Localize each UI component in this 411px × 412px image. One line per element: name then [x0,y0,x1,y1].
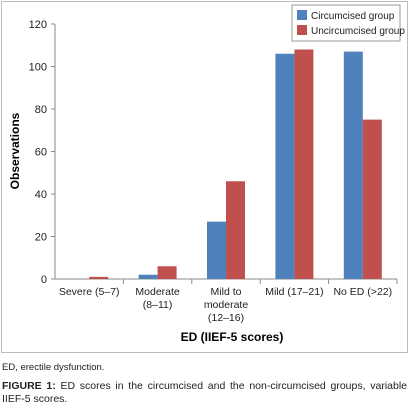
figure-caption: FIGURE 1: ED scores in the circumcised a… [2,380,407,406]
y-tick-label: 80 [35,104,47,116]
x-category-label: Severe (5–7) [59,286,120,298]
caption-text: ED scores in the circumcised and the non… [2,380,408,405]
y-tick-label: 120 [29,19,47,31]
legend-label: Circumcised group [311,11,395,22]
y-tick-label: 40 [35,189,47,201]
bar-circumcised [275,53,295,279]
bar-uncircumcised [226,181,245,279]
y-tick-label: 60 [35,147,47,159]
y-ticks: 0 20 40 60 80 100 120 [29,19,55,286]
bar-circumcised [138,274,158,279]
x-category-label: No ED (>22) [333,286,392,298]
legend-box [291,4,401,42]
figure-frame [1,1,408,353]
legend-label: Uncircumcised group [311,26,405,37]
bar-uncircumcised [362,119,382,279]
y-axis-label: Observations [8,112,22,189]
chart-legend: Circumcised group Uncircumcised group [291,4,405,42]
bar-uncircumcised [157,266,177,279]
legend-swatch [297,25,307,35]
bar-circumcised [343,51,363,279]
x-category-label: Moderate (8–11) [135,286,180,311]
legend-swatch [297,10,307,20]
x-category-label: Mild to moderate (12–16) [204,286,249,324]
chart-bars [89,49,382,279]
figure-footnote: ED, erectile dysfunction. [2,362,105,373]
x-category-label: Mild (17–21) [265,286,323,298]
y-tick-label: 0 [41,274,47,286]
bar-uncircumcised [294,49,314,279]
caption-label: FIGURE 1: [2,380,56,392]
y-tick-label: 100 [29,62,47,74]
bar-chart: 0 20 40 60 80 100 120 Severe (5–7) Moderate (8–1… [8,4,405,344]
x-category-labels: Severe (5–7) Moderate (8–11) Mild to moderat… [59,286,392,324]
bar-uncircumcised [89,276,109,279]
y-tick-label: 20 [35,232,47,244]
bar-circumcised [207,221,226,279]
x-axis-label: ED (IIEF-5 scores) [181,330,284,344]
